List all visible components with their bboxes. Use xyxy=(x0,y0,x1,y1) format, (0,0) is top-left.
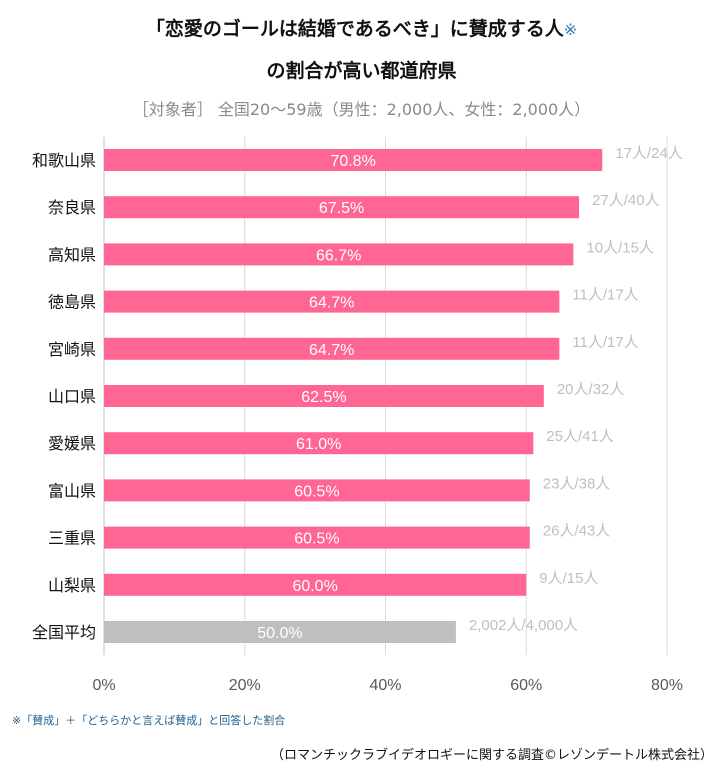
title-text: 「恋愛のゴールは結婚であるべき」に賛成する人 xyxy=(145,18,564,40)
value-label: 60.5% xyxy=(294,531,339,548)
x-tick-label: 80% xyxy=(651,677,683,694)
bar xyxy=(104,573,527,596)
count-label: 11人/17人 xyxy=(572,334,638,351)
value-label: 50.0% xyxy=(257,625,302,642)
category-label: 全国平均 xyxy=(32,623,96,642)
x-tick-label: 0% xyxy=(92,677,115,694)
category-label: 宮崎県 xyxy=(48,340,96,359)
value-label: 62.5% xyxy=(301,389,346,406)
footnote: ※「賛成」＋「どちらかと言えば賛成」と回答した割合 xyxy=(12,714,286,727)
category-label: 富山県 xyxy=(48,481,96,500)
x-tick-label: 40% xyxy=(369,677,401,694)
count-label: 20人/32人 xyxy=(557,381,625,398)
count-label: 2,002人/4,000人 xyxy=(469,617,578,634)
category-label: 高知県 xyxy=(48,245,96,264)
count-label: 10人/15人 xyxy=(586,239,654,256)
value-label: 64.7% xyxy=(309,342,354,359)
category-label: 山口県 xyxy=(48,387,96,406)
bar xyxy=(104,196,580,219)
count-label: 17人/24人 xyxy=(615,145,683,162)
value-label: 70.8% xyxy=(330,153,375,170)
average-bar xyxy=(104,621,456,643)
bar xyxy=(104,479,530,502)
x-tick-label: 60% xyxy=(510,677,542,694)
title-note-mark: ※ xyxy=(563,20,578,39)
bar xyxy=(104,290,560,313)
source-note: （ロマンチックラブイデオロギーに関する調査©レゾンデートル株式会社） xyxy=(270,748,713,763)
value-label: 67.5% xyxy=(319,200,364,217)
chart-subtitle: ［対象者］ 全国20～59歳（男性：2,000人、女性：2,000人） xyxy=(132,100,591,119)
value-label: 64.7% xyxy=(309,295,354,312)
bar xyxy=(104,432,534,455)
count-label: 26人/43人 xyxy=(543,523,611,540)
chart-title-line1: 「恋愛のゴールは結婚であるべき」に賛成する人※ xyxy=(0,14,723,41)
x-tick-label: 20% xyxy=(229,677,261,694)
value-label: 60.5% xyxy=(294,483,339,500)
count-label: 27人/40人 xyxy=(592,192,660,209)
category-label: 和歌山県 xyxy=(32,151,96,170)
value-label: 61.0% xyxy=(296,436,341,453)
count-label: 25人/41人 xyxy=(546,428,614,445)
bar xyxy=(104,526,530,549)
category-label: 三重県 xyxy=(48,529,96,548)
count-label: 9人/15人 xyxy=(539,570,598,587)
bar xyxy=(104,385,544,407)
bar xyxy=(104,243,574,266)
count-label: 11人/17人 xyxy=(572,287,638,304)
bar xyxy=(104,149,603,171)
category-label: 山梨県 xyxy=(48,576,96,595)
category-label: 奈良県 xyxy=(48,198,96,217)
chart-title-line2: の割合が高い都道府県 xyxy=(266,60,457,82)
value-label: 60.0% xyxy=(292,578,337,595)
value-label: 66.7% xyxy=(316,247,361,264)
category-label: 徳島県 xyxy=(48,293,96,312)
count-label: 23人/38人 xyxy=(543,475,611,492)
bar xyxy=(104,337,560,360)
category-label: 愛媛県 xyxy=(48,434,96,453)
